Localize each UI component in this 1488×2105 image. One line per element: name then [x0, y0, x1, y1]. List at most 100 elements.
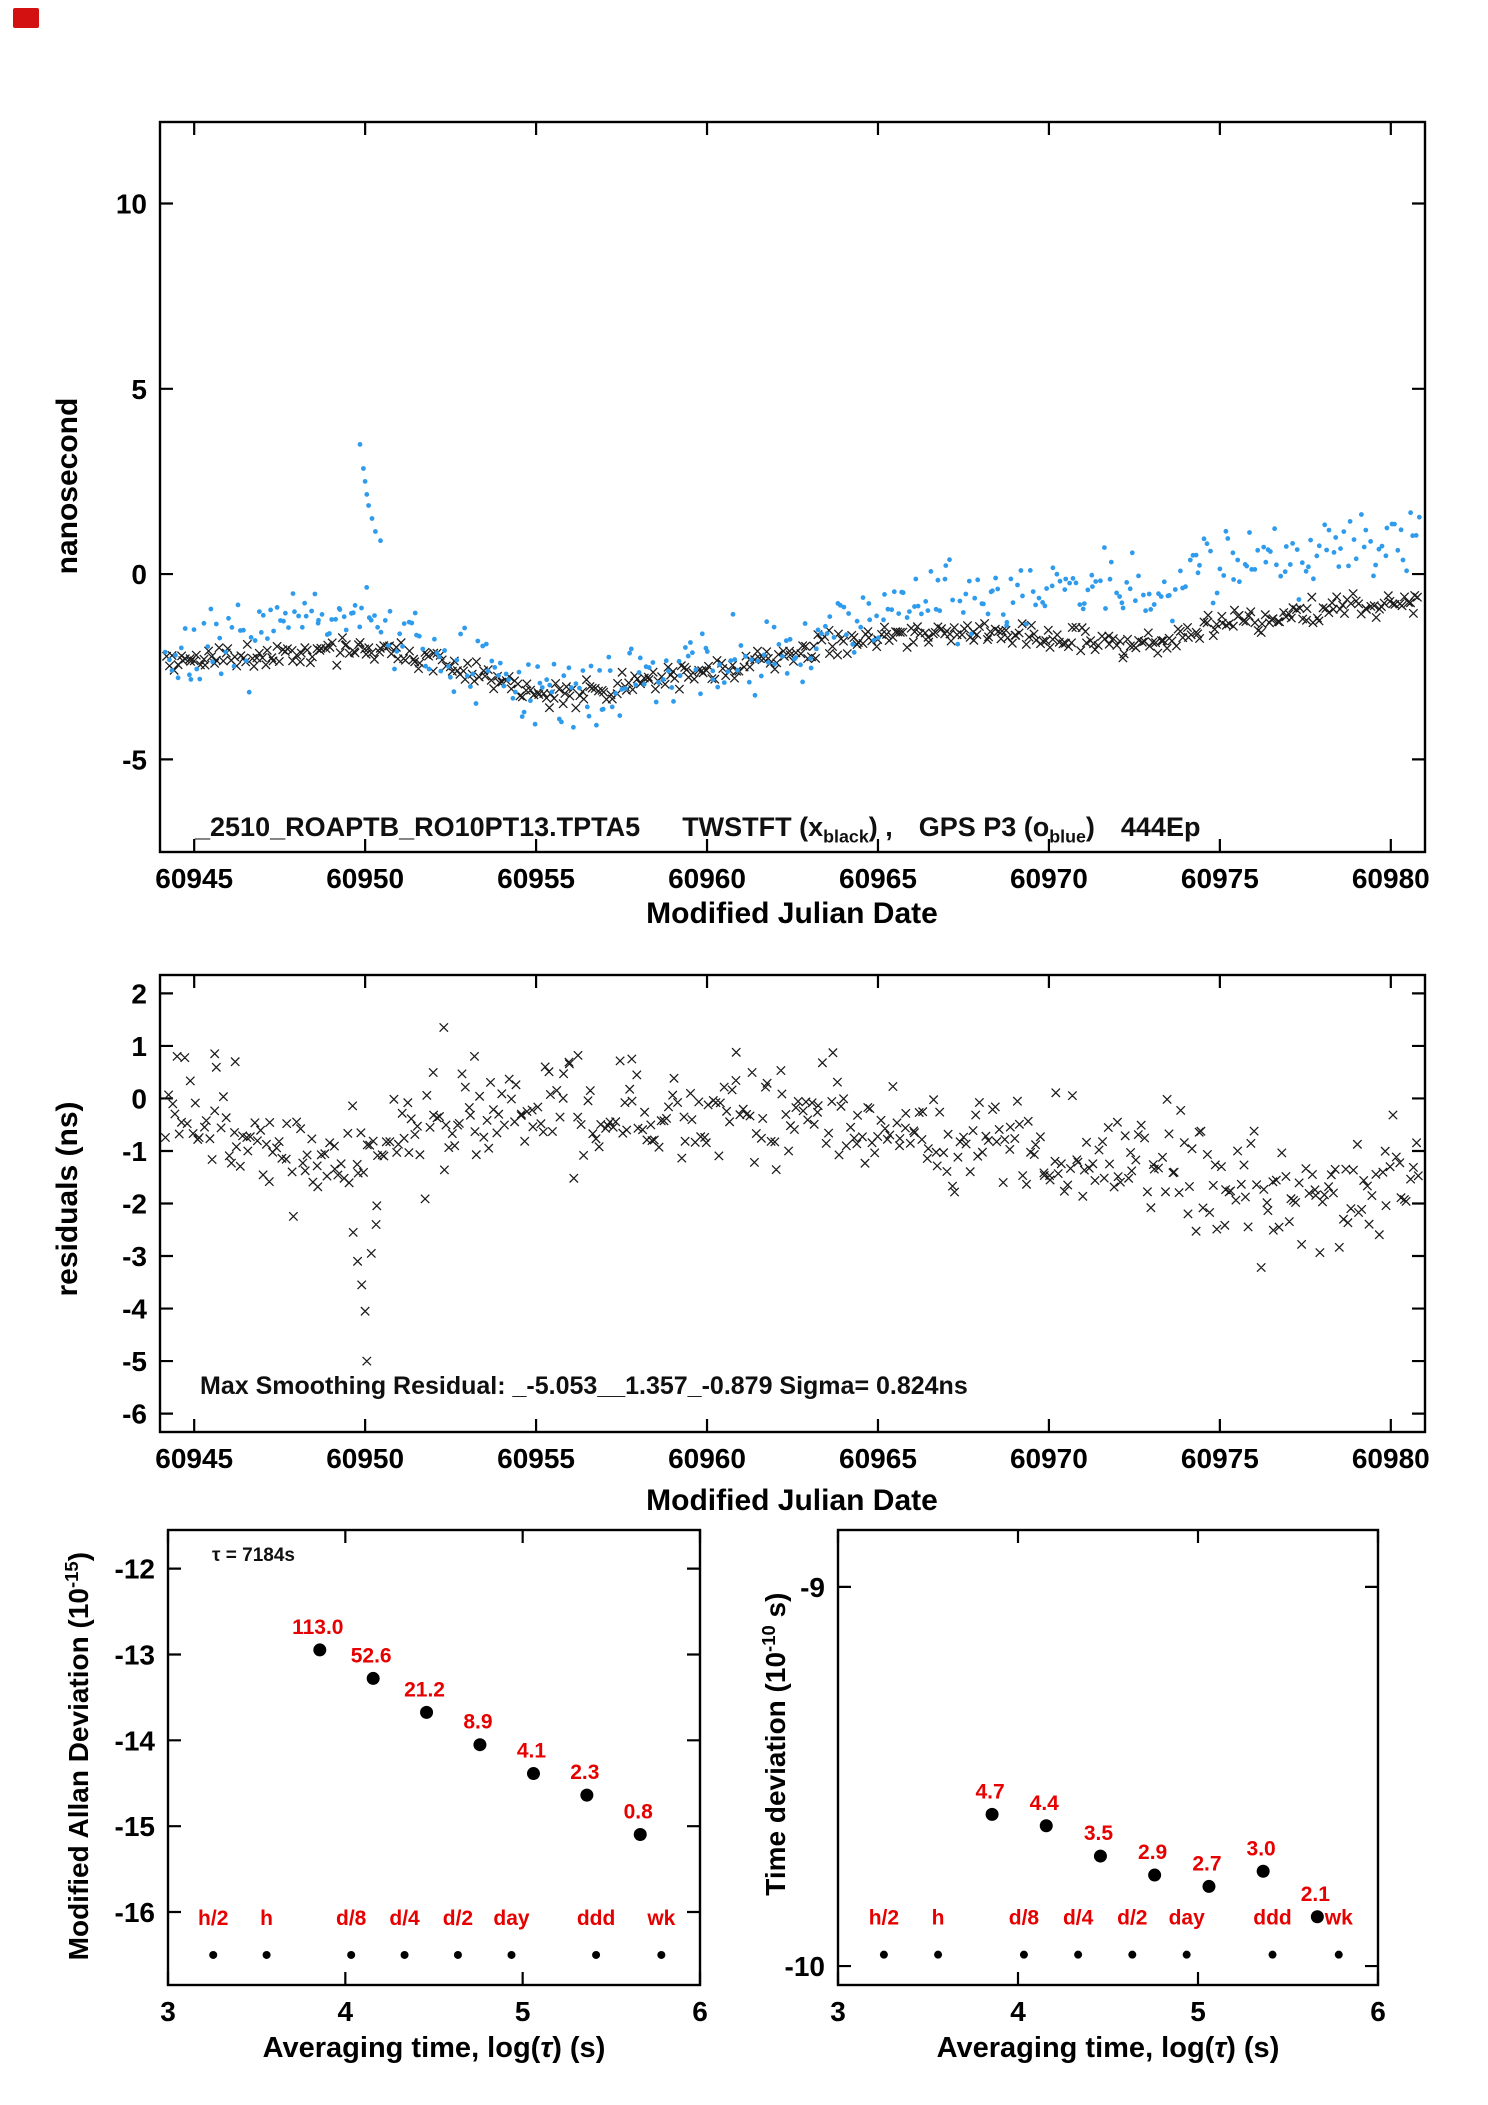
- duration-dot: [1334, 1950, 1343, 1959]
- top-chart-legend: _2510_ROAPTB_RO10PT13.TPTA5 TWSTFT (xblac…: [195, 812, 1200, 847]
- duration-dot: [453, 1950, 462, 1959]
- y-tick-label: -6: [122, 1399, 147, 1430]
- data-point: [1093, 1849, 1107, 1863]
- y-tick-label: -3: [122, 1241, 147, 1272]
- x-tick-label: 6: [1370, 1996, 1386, 2027]
- tau-annotation: τ = 7184s: [212, 1545, 295, 1566]
- legend-epochs: 444Ep: [1120, 812, 1201, 842]
- x-tick-label: 60950: [326, 863, 404, 894]
- y-tick-label: -12: [115, 1554, 155, 1585]
- residual-annotation: Max Smoothing Residual: _-5.053__1.357_-…: [200, 1372, 968, 1400]
- x-tick-label: 60970: [1010, 863, 1088, 894]
- plot-frame: [836, 1528, 1380, 1987]
- data-point: [1256, 1864, 1270, 1878]
- tau-symbol: τ: [1214, 2032, 1227, 2064]
- duration-label: wk: [1324, 1906, 1353, 1929]
- legend-gps-close: ): [1085, 812, 1095, 842]
- x-tick-label: 5: [1190, 1996, 1206, 2027]
- x-tick-label: 5: [515, 1996, 531, 2027]
- mdev-ylabel-close: ): [63, 1551, 95, 1562]
- gps-p3-series: [162, 442, 1422, 730]
- duration-dot: [657, 1950, 666, 1959]
- legend-gps-sub: blue: [1049, 826, 1086, 847]
- mdev-ylabel: Modified Allan Deviation (10-15): [61, 1476, 95, 2036]
- x-tick-label: 4: [1010, 1996, 1026, 2027]
- duration-label: h/2: [869, 1906, 899, 1929]
- residuals-series: [160, 1022, 1423, 1366]
- axis-ticks: [160, 122, 1425, 852]
- x-tick-label: 60960: [668, 1443, 746, 1474]
- y-tick-label: 0: [131, 1083, 147, 1114]
- duration-label: ddd: [577, 1907, 615, 1930]
- y-tick-label: -10: [785, 1951, 825, 1982]
- corner-mark: [13, 8, 39, 28]
- tdev-xlabel-text: Averaging time, log(: [936, 2032, 1215, 2064]
- mdev-xlabel-close: ) (s): [552, 2032, 606, 2064]
- y-tick-label: 0: [131, 559, 147, 590]
- x-tick-label: 60970: [1010, 1443, 1088, 1474]
- top-xlabel: Modified Julian Date: [646, 897, 938, 930]
- mdev-chart: 3 4 5 6 -16 -15 -14 -13 -12 113.0 52.6 21.2 8.9 4.1 2.…: [115, 1528, 708, 2027]
- mdev-xlabel: Averaging time, log(τ) (s): [184, 2032, 684, 2065]
- legend-gps-label: GPS P3 (o: [918, 812, 1050, 842]
- duration-dot: [262, 1950, 271, 1959]
- y-tick-label: -5: [122, 744, 147, 775]
- axis-ticks: [160, 975, 1425, 1432]
- data-point: [985, 1807, 999, 1821]
- duration-label: h: [260, 1907, 273, 1930]
- x-tick-label: 60955: [497, 863, 575, 894]
- duration-dot: [400, 1950, 409, 1959]
- legend-twstft-sub: black: [823, 826, 869, 847]
- duration-dot: [507, 1950, 516, 1959]
- tau-symbol: τ: [540, 2032, 553, 2064]
- top-ylabel: nanosecond: [51, 397, 84, 575]
- x-tick-label: 60960: [668, 863, 746, 894]
- tdev-ylabel-text: Time deviation (10: [760, 1651, 792, 1896]
- twstft-series: [161, 588, 1423, 713]
- data-point: [1310, 1910, 1324, 1924]
- y-tick-label: -14: [115, 1725, 156, 1756]
- point-value-label: 21.2: [404, 1678, 445, 1701]
- y-tick-label: -9: [800, 1572, 825, 1603]
- x-tick-label: 3: [160, 1996, 176, 2027]
- tdev-ylabel-exponent: -10: [757, 1625, 779, 1652]
- duration-label: ddd: [1253, 1906, 1291, 1929]
- point-value-label: 3.0: [1247, 1837, 1276, 1860]
- data-point: [580, 1788, 594, 1802]
- axis-ticks: [166, 1530, 702, 1985]
- x-tick-label: 60980: [1352, 1443, 1430, 1474]
- data-point: [526, 1767, 540, 1781]
- x-tick-label: 60945: [155, 1443, 233, 1474]
- point-value-label: 0.8: [624, 1801, 654, 1824]
- mdev-xlabel-text: Averaging time, log(: [262, 2032, 541, 2064]
- y-tick-label: 5: [131, 374, 147, 405]
- data-point: [633, 1828, 647, 1842]
- duration-label: day: [1169, 1906, 1206, 1929]
- legend-twstft-close: ) ,: [868, 812, 893, 842]
- plot-frame: [158, 973, 1427, 1434]
- duration-label: d/8: [1009, 1906, 1040, 1929]
- data-point: [473, 1738, 487, 1752]
- x-tick-label: 60975: [1181, 1443, 1259, 1474]
- duration-label: d/4: [1063, 1906, 1094, 1929]
- duration-label: d/4: [389, 1907, 420, 1930]
- x-tick-label: 4: [338, 1996, 354, 2027]
- y-tick-label: -1: [122, 1136, 147, 1167]
- point-value-label: 8.9: [463, 1711, 492, 1734]
- duration-dot: [1182, 1950, 1191, 1959]
- point-value-label: 2.3: [570, 1761, 599, 1784]
- y-tick-label: -13: [115, 1639, 155, 1670]
- point-value-label: 4.4: [1030, 1792, 1060, 1815]
- axis-ticks: [836, 1530, 1380, 1985]
- point-value-label: 52.6: [351, 1644, 392, 1667]
- legend-twstft-label: TWSTFT (x: [682, 812, 824, 842]
- duration-dot: [347, 1950, 356, 1959]
- data-point: [420, 1705, 434, 1719]
- tdev-xlabel-close: ) (s): [1226, 2032, 1280, 2064]
- point-value-label: 2.1: [1301, 1883, 1331, 1906]
- tdev-ylabel-close: s): [760, 1592, 792, 1626]
- y-tick-label: 1: [131, 1031, 147, 1062]
- duration-dot: [934, 1950, 943, 1959]
- x-tick-label: 3: [830, 1996, 846, 2027]
